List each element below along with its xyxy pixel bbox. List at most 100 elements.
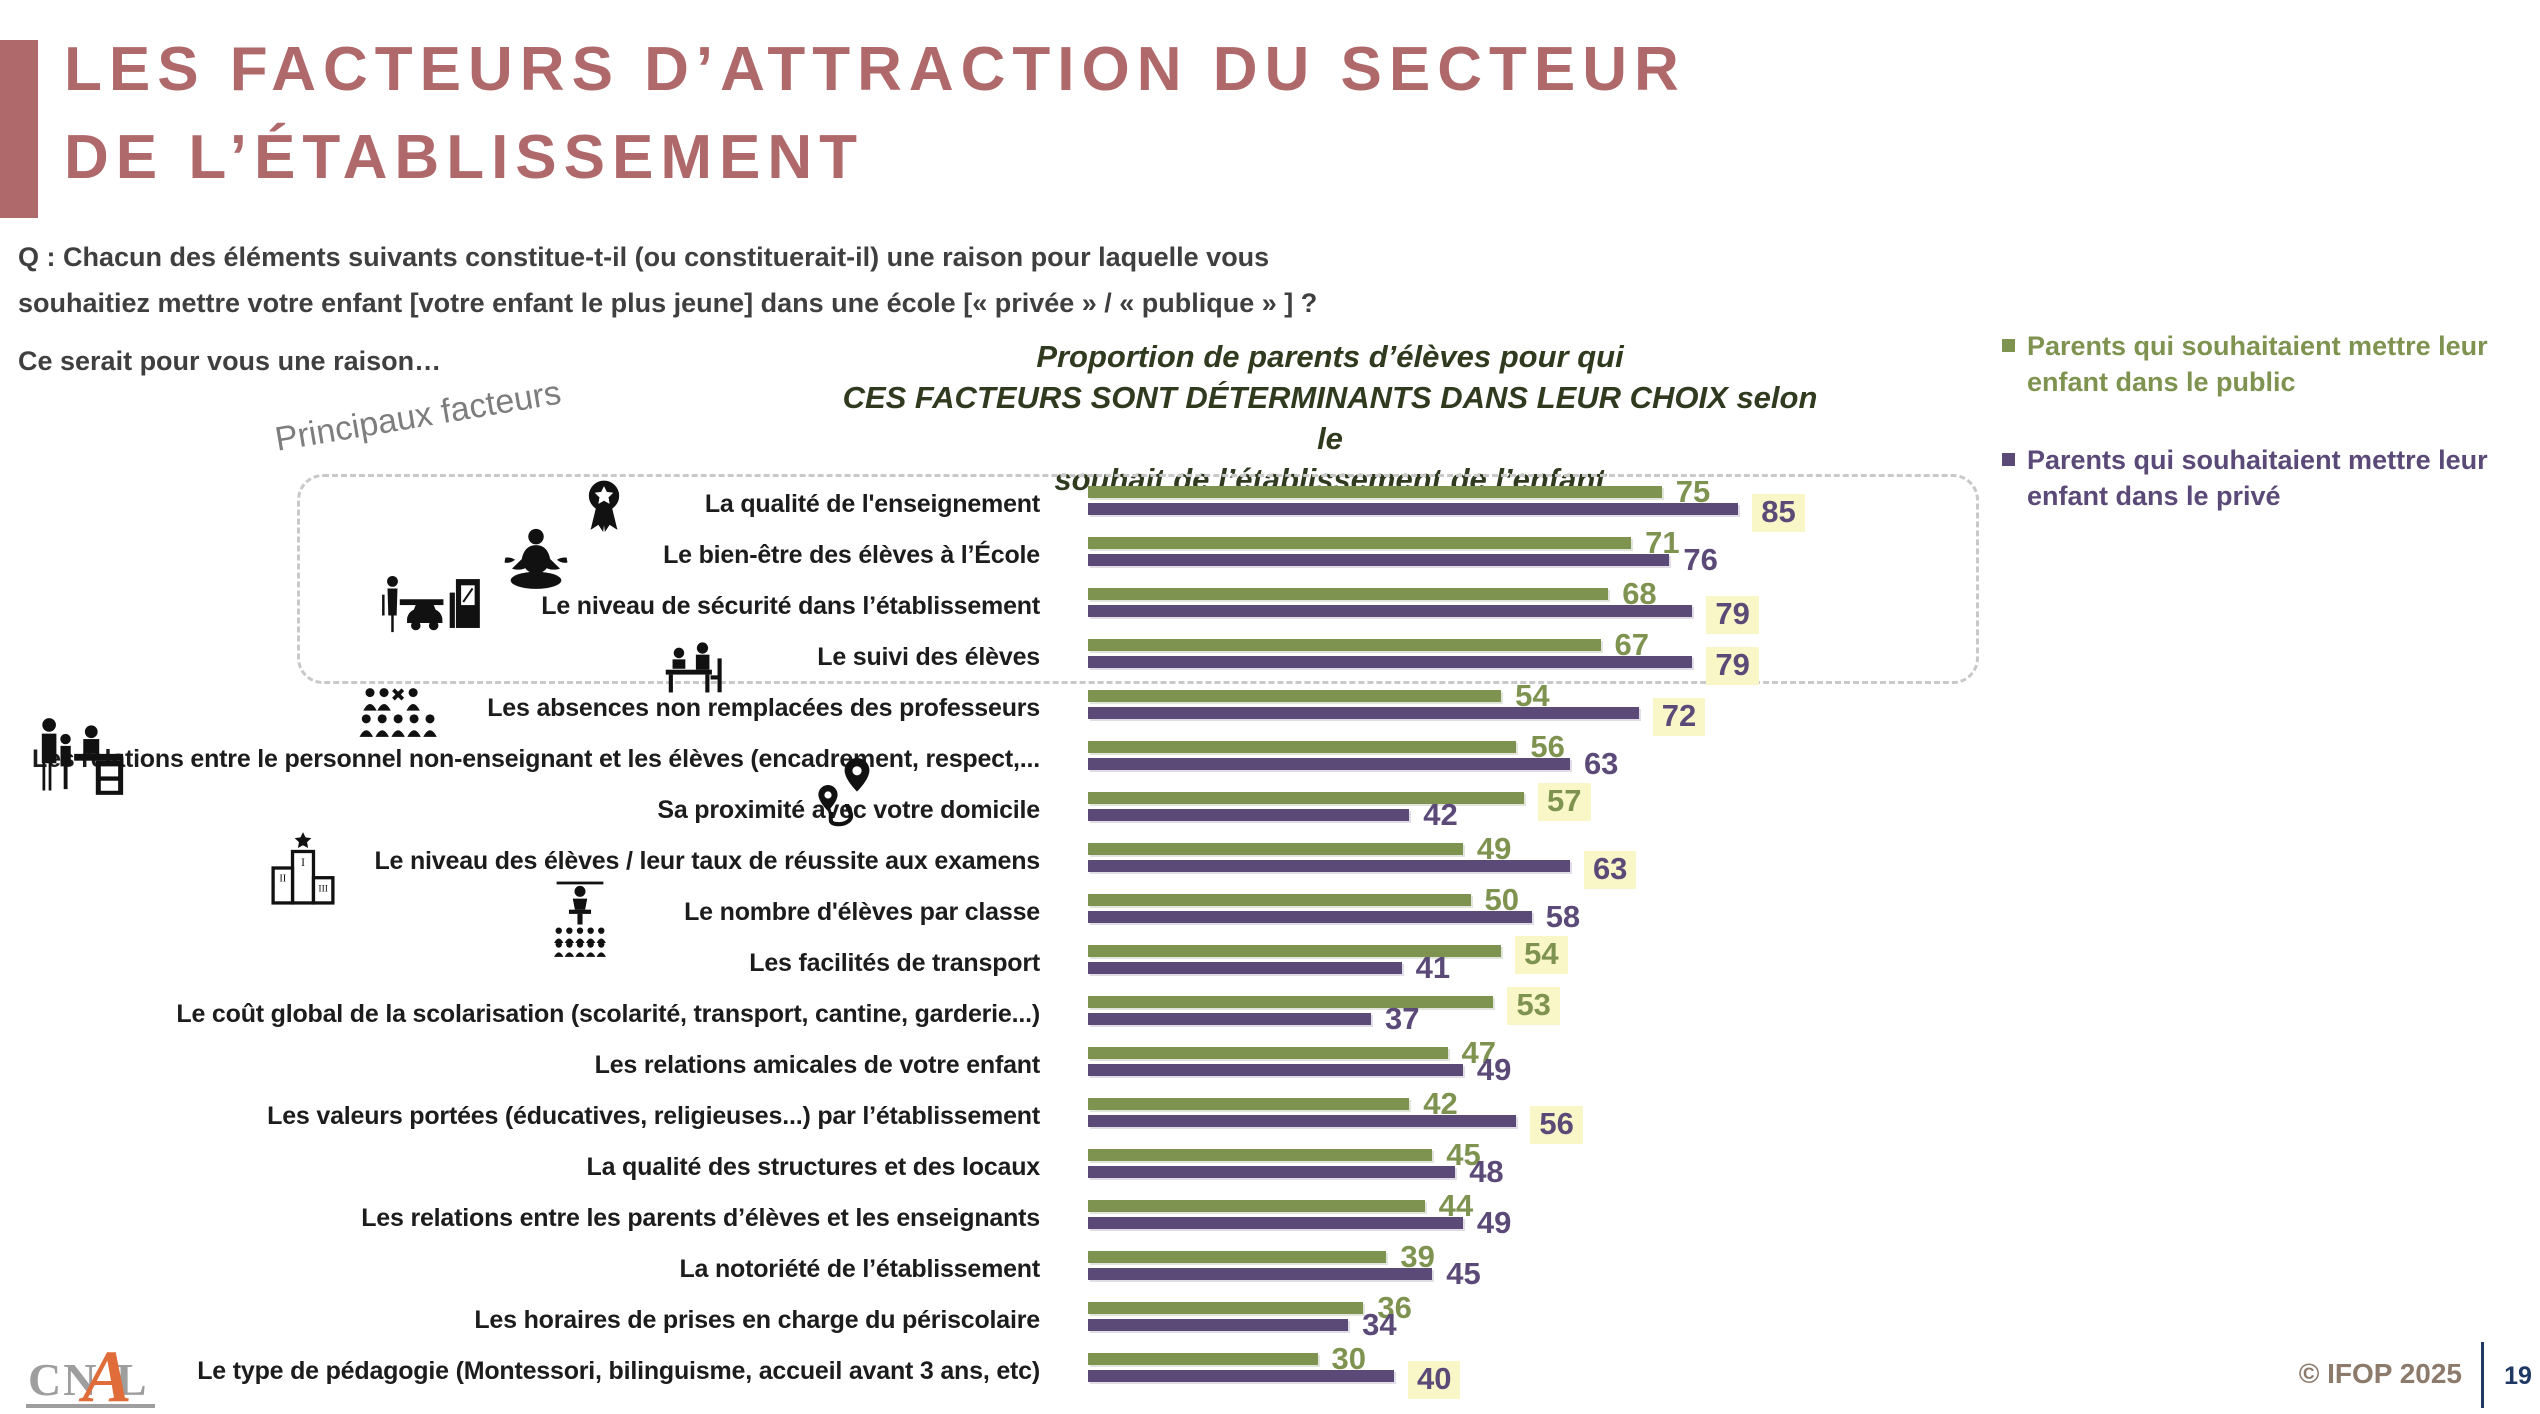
bar-chart: La qualité de l'enseignement 75 85 Le bien-…	[0, 474, 2540, 1400]
row-label: Les relations entre le personnel non-ens…	[32, 745, 1040, 773]
bar-public	[1088, 1047, 1448, 1059]
page-number-divider	[2481, 1342, 2484, 1408]
bar-prive	[1088, 860, 1570, 872]
bar-prive	[1088, 1268, 1433, 1280]
route-icon	[814, 756, 874, 832]
chart-row: La notoriété de l’établissement 39 45	[0, 1239, 2540, 1294]
chart-row: Les valeurs portées (éducatives, religie…	[0, 1086, 2540, 1144]
value-prive: 42	[1423, 797, 1458, 832]
value-prive: 45	[1446, 1256, 1481, 1291]
title-accent-bar	[0, 40, 38, 218]
bar-public	[1088, 486, 1662, 498]
row-label: Le suivi des élèves	[817, 643, 1040, 671]
page-number: 19	[2504, 1362, 2532, 1390]
row-label: Le niveau des élèves / leur taux de réus…	[374, 847, 1040, 875]
page-title-line1: LES FACTEURS D’ATTRACTION DU SECTEUR	[64, 35, 1686, 104]
value-public: 50	[1484, 882, 1519, 917]
reception-family-icon	[34, 714, 128, 796]
bar-public	[1088, 1200, 1425, 1212]
chart-row: Le type de pédagogie (Montessori, biling…	[0, 1341, 2540, 1399]
row-label: La qualité des structures et des locaux	[586, 1153, 1041, 1181]
value-prive: 72	[1652, 698, 1706, 736]
value-public: 47	[1461, 1035, 1497, 1070]
bar-prive	[1088, 503, 1739, 515]
value-public: 54	[1515, 678, 1550, 713]
bar-public	[1088, 792, 1525, 804]
bar-prive	[1088, 605, 1693, 617]
legend-swatch-prive-icon	[2002, 453, 2015, 466]
absent-teachers-icon	[356, 686, 444, 746]
value-public: 45	[1446, 1137, 1481, 1172]
main-factors-frame	[297, 474, 1979, 684]
chart-row: Le bien-être des élèves à l’École 71 76	[0, 525, 2540, 580]
value-prive: 79	[1706, 647, 1759, 685]
value-public: 39	[1400, 1239, 1435, 1274]
cnal-logo-l: L	[115, 1354, 149, 1405]
value-public: 56	[1530, 729, 1565, 764]
value-prive: 85	[1752, 494, 1805, 532]
chart-row: Les relations entre le personnel non-ens…	[0, 729, 2540, 784]
value-public: 71	[1645, 525, 1680, 560]
legend-swatch-public-icon	[2002, 339, 2015, 352]
chart-row: Sa proximité avec votre domicile 57 42	[0, 783, 2540, 835]
value-public: 68	[1622, 576, 1657, 611]
bar-public	[1088, 537, 1632, 549]
bar-prive	[1088, 1217, 1463, 1229]
bar-prive	[1088, 911, 1532, 923]
row-label: Les facilités de transport	[749, 949, 1040, 977]
value-prive: 56	[1530, 1106, 1583, 1144]
row-label: Les relations entre les parents d’élèves…	[361, 1204, 1040, 1232]
page-title-line2: DE L’ÉTABLISSEMENT	[64, 123, 865, 192]
question-line2: souhaitiez mettre votre enfant [votre en…	[18, 288, 1318, 318]
chart-title-line1: Proportion de parents d’élèves pour qui	[1036, 339, 1624, 374]
chart-row: Les relations entre les parents d’élèves…	[0, 1188, 2540, 1243]
podium-icon: I II III	[270, 830, 336, 906]
value-prive: 37	[1385, 1001, 1420, 1036]
bar-prive	[1088, 707, 1639, 719]
value-public: 44	[1438, 1188, 1474, 1223]
row-label: Les horaires de prises en charge du péri…	[474, 1306, 1040, 1334]
value-prive: 76	[1683, 542, 1718, 577]
row-label: Les valeurs portées (éducatives, religie…	[267, 1102, 1040, 1130]
medal-icon	[578, 477, 630, 535]
chart-row: Le coût global de la scolarisation (scol…	[0, 987, 2540, 1039]
bar-public	[1088, 1149, 1433, 1161]
value-public: 36	[1377, 1290, 1412, 1325]
row-label: La notoriété de l’établissement	[679, 1255, 1040, 1283]
bar-prive	[1088, 1166, 1456, 1178]
value-prive: 63	[1583, 851, 1637, 889]
question-line3: Ce serait pour vous une raison…	[18, 346, 442, 376]
bar-public	[1088, 945, 1502, 957]
classroom-icon	[546, 880, 614, 958]
chart-row: La qualité de l'enseignement 75 85	[0, 474, 2540, 532]
value-public: 67	[1614, 627, 1650, 662]
cnal-logo-a: A	[82, 1336, 132, 1414]
bar-public	[1088, 588, 1609, 600]
page-title: LES FACTEURS D’ATTRACTION DU SECTEUR DE …	[64, 26, 1686, 202]
row-label: Le nombre d'élèves par classe	[684, 898, 1040, 926]
value-prive: 49	[1476, 1052, 1512, 1087]
bar-public	[1088, 639, 1601, 651]
value-public: 54	[1515, 936, 1568, 974]
value-public: 53	[1507, 987, 1560, 1025]
row-label: Le bien-être des élèves à l’École	[663, 541, 1040, 569]
bar-public	[1088, 741, 1517, 753]
svg-text:III: III	[318, 883, 328, 894]
chart-row: Les relations amicales de votre enfant 47…	[0, 1035, 2540, 1090]
chart-legend: Parents qui souhaitaient mettre leur enf…	[2002, 328, 2522, 556]
legend-item-prive: Parents qui souhaitaient mettre leur enf…	[2002, 442, 2522, 514]
legend-label-prive: Parents qui souhaitaient mettre leur enf…	[2027, 445, 2488, 511]
student-support-icon	[662, 632, 726, 698]
value-prive: 40	[1408, 1361, 1461, 1399]
row-label: La qualité de l'enseignement	[704, 490, 1040, 518]
value-public: 30	[1331, 1341, 1366, 1376]
row-label: Les absences non remplacées des professe…	[487, 694, 1040, 722]
value-prive: 48	[1469, 1154, 1504, 1189]
value-public: 75	[1675, 474, 1711, 509]
row-label: Le niveau de sécurité dans l’établisseme…	[541, 592, 1040, 620]
bar-prive	[1088, 1013, 1372, 1025]
value-public: 42	[1423, 1086, 1458, 1121]
row-label: Les relations amicales de votre enfant	[594, 1051, 1041, 1079]
svg-text:II: II	[279, 874, 286, 885]
bar-prive	[1088, 1115, 1517, 1127]
